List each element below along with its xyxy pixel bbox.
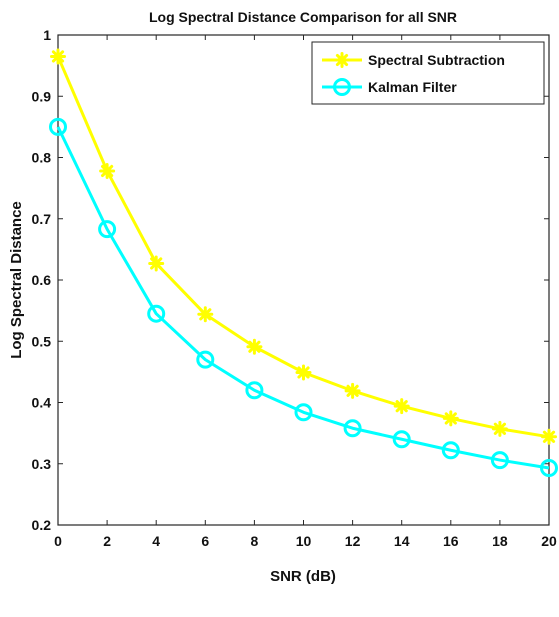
x-tick-label: 14 (394, 533, 410, 549)
x-tick-label: 20 (541, 533, 557, 549)
series-kalman-filter (49, 117, 558, 478)
y-tick-label: 0.5 (32, 333, 52, 349)
data-point (343, 419, 362, 438)
data-point (393, 398, 410, 415)
legend-marker (333, 78, 351, 96)
data-point (99, 162, 116, 179)
data-point (246, 338, 263, 355)
data-point (147, 304, 166, 323)
data-point (196, 350, 215, 369)
data-point (148, 255, 165, 272)
x-tick-label: 0 (54, 533, 62, 549)
y-tick-label: 0.2 (32, 517, 52, 533)
y-tick-label: 0.7 (32, 211, 52, 227)
legend-marker (334, 52, 350, 68)
data-point (490, 451, 509, 470)
legend-label: Kalman Filter (368, 79, 457, 95)
y-tick-label: 1 (43, 27, 51, 43)
chart-title: Log Spectral Distance Comparison for all… (149, 9, 457, 25)
x-tick-label: 18 (492, 533, 508, 549)
y-tick-label: 0.4 (32, 395, 52, 411)
series-line (56, 126, 550, 470)
x-tick-label: 8 (251, 533, 259, 549)
data-point (540, 459, 558, 478)
data-point (295, 364, 312, 381)
data-point (50, 48, 66, 65)
y-tick-label: 0.6 (32, 272, 52, 288)
x-tick-label: 10 (296, 533, 312, 549)
legend-entry: Kalman Filter (322, 78, 457, 96)
y-tick-label: 0.8 (32, 150, 52, 166)
y-tick-label: 0.3 (32, 456, 52, 472)
axis-ticks (57, 34, 550, 526)
data-point (294, 403, 313, 422)
x-tick-label: 16 (443, 533, 459, 549)
legend: Spectral Subtraction Kalman Filter (311, 41, 545, 105)
data-point (197, 306, 214, 323)
x-tick-label: 4 (152, 533, 160, 549)
data-point (392, 430, 411, 449)
data-point (541, 428, 557, 445)
y-axis-label: Log Spectral Distance (8, 201, 25, 359)
x-tick-label: 12 (345, 533, 361, 549)
data-point (344, 382, 361, 399)
tick-labels: 0 2 4 6 8 10 12 14 16 18 20 0.2 0.3 0.4 0.5 0.6 0.7 0.8 0.… (32, 27, 557, 549)
data-point (98, 220, 117, 239)
series-spectral-subtraction (50, 48, 557, 445)
data-point (49, 117, 67, 136)
y-tick-label: 0.9 (32, 88, 52, 104)
data-point (441, 441, 460, 460)
series-layer (49, 48, 558, 478)
x-axis-label: SNR (dB) (270, 568, 336, 585)
legend-entry: Spectral Subtraction (322, 52, 505, 68)
plot-area (57, 34, 550, 526)
data-point (491, 420, 508, 437)
x-tick-label: 6 (201, 533, 209, 549)
legend-label: Spectral Subtraction (368, 52, 505, 68)
legend-box (311, 41, 545, 105)
x-tick-label: 2 (103, 533, 111, 549)
data-point (442, 410, 459, 427)
data-point (245, 381, 264, 400)
